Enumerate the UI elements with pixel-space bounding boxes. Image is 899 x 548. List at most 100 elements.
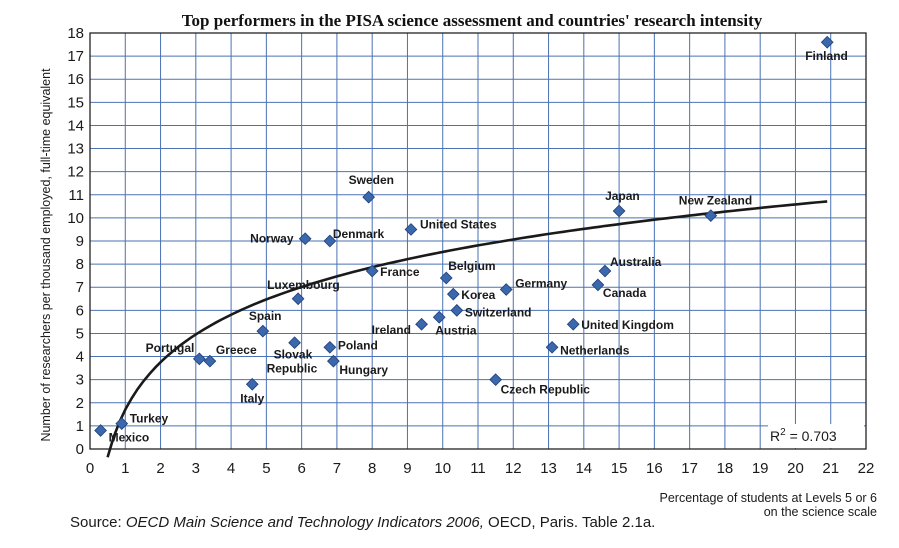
data-label-turkey: Turkey: [130, 412, 169, 426]
x-tick-label: 12: [505, 460, 522, 477]
y-tick-label: 0: [76, 441, 84, 458]
y-tick-label: 18: [67, 25, 84, 42]
data-points: [94, 35, 834, 437]
data-label-denmark: Denmark: [333, 227, 385, 241]
data-label-new-zealand: New Zealand: [679, 194, 752, 208]
x-tick-label: 11: [470, 460, 486, 477]
x-tick-label: 7: [333, 460, 341, 477]
data-label-greece: Greece: [216, 343, 257, 357]
data-label-luxembourg: Luxembourg: [267, 278, 340, 292]
x-axis-label-line1: Percentage of students at Levels 5 or 6: [660, 491, 878, 505]
y-axis-label: Number of researchers per thousand emplo…: [39, 68, 53, 442]
data-label-austria: Austria: [435, 323, 477, 337]
y-tick-label: 17: [67, 48, 84, 65]
data-point-greece: [203, 354, 217, 368]
y-tick-label: 11: [68, 187, 84, 204]
x-tick-label: 9: [403, 460, 411, 477]
r-squared-annotation: R2 = 0.703: [768, 424, 864, 448]
x-tick-label: 1: [121, 460, 129, 477]
data-point-sweden: [362, 190, 376, 204]
data-label-canada: Canada: [603, 286, 647, 300]
data-point-czech-republic: [489, 373, 503, 387]
x-tick-label: 3: [192, 460, 200, 477]
data-point-portugal: [192, 352, 206, 366]
y-tick-label: 6: [76, 302, 84, 319]
data-label-netherlands: Netherlands: [560, 343, 630, 357]
data-label-poland: Poland: [338, 338, 378, 352]
y-tick-label: 7: [76, 279, 84, 296]
data-point-poland: [323, 340, 337, 354]
data-point-mexico: [94, 424, 107, 437]
y-tick-label: 9: [76, 233, 84, 250]
y-tick-label: 16: [67, 71, 84, 88]
data-labels: Mexico Turkey Portugal Greece Italy Spain Slov…: [109, 49, 848, 444]
data-point-new-zealand: [704, 209, 718, 222]
data-point-korea: [446, 287, 460, 301]
y-tick-label: 5: [76, 325, 84, 342]
data-point-canada: [591, 278, 605, 292]
y-tick-label: 15: [67, 94, 84, 111]
x-tick-label: 15: [611, 460, 628, 477]
y-tick-label: 13: [67, 141, 84, 158]
x-tick-label: 2: [156, 460, 164, 477]
y-tick-label: 2: [76, 395, 84, 412]
data-point-netherlands: [545, 340, 559, 354]
axis-ticks: 0 1 2 3 4 5 6 7 8 9 10 11 12 13 14 15 16 17 18 19 20 21 220123…: [67, 25, 874, 477]
data-point-italy: [245, 377, 259, 391]
x-tick-label: 8: [368, 460, 376, 477]
data-label-australia: Australia: [610, 255, 662, 269]
r-squared-label: R2 = 0.703: [770, 427, 837, 444]
data-point-united-kingdom: [566, 317, 580, 331]
data-point-luxembourg: [291, 292, 305, 306]
x-tick-label: 19: [752, 460, 769, 477]
y-tick-label: 3: [76, 372, 84, 389]
data-label-czech-republic: Czech Republic: [501, 383, 591, 397]
data-point-hungary: [327, 354, 340, 368]
data-point-austria: [432, 310, 446, 324]
y-tick-label: 4: [76, 349, 84, 366]
data-label-united-kingdom: United Kingdom: [581, 318, 674, 332]
x-tick-label: 4: [227, 460, 235, 477]
y-tick-label: 10: [67, 210, 84, 227]
x-tick-label: 5: [262, 460, 270, 477]
data-point-spain: [256, 324, 270, 338]
x-tick-label: 13: [540, 460, 557, 477]
x-tick-label: 18: [717, 460, 734, 477]
data-label-korea: Korea: [461, 288, 495, 302]
x-tick-label: 10: [434, 460, 451, 477]
data-point-united-states: [404, 223, 418, 236]
plot-frame: [89, 32, 867, 450]
data-point-france: [365, 264, 379, 278]
data-label-united-states: United States: [420, 217, 497, 231]
data-label-mexico: Mexico: [109, 431, 150, 445]
data-point-australia: [598, 264, 612, 278]
data-label-switzerland: Switzerland: [465, 305, 532, 319]
data-point-ireland: [415, 317, 428, 331]
data-label-germany: Germany: [515, 277, 567, 291]
source-note: Source: OECD Main Science and Technology…: [70, 514, 656, 531]
data-label-ireland: Ireland: [372, 323, 411, 337]
data-label-sweden: Sweden: [349, 173, 394, 187]
data-label-spain: Spain: [249, 309, 282, 323]
data-point-finland: [820, 35, 834, 49]
x-tick-label: 14: [575, 460, 592, 477]
data-point-slovak-republic: [288, 336, 301, 350]
data-point-japan: [612, 204, 626, 218]
data-label-hungary: Hungary: [339, 363, 388, 377]
data-label-portugal: Portugal: [146, 341, 195, 355]
x-tick-label: 20: [787, 460, 804, 477]
x-tick-label: 17: [681, 460, 698, 477]
data-point-norway: [298, 232, 312, 246]
data-label-italy: Italy: [240, 391, 264, 405]
x-tick-label: 22: [858, 460, 875, 477]
x-axis-label-line2: on the science scale: [764, 505, 877, 519]
data-point-turkey: [115, 417, 129, 430]
data-point-switzerland: [450, 303, 464, 317]
data-label-finland: Finland: [805, 49, 848, 63]
x-tick-label: 16: [646, 460, 663, 477]
data-point-denmark: [323, 234, 337, 248]
data-point-germany: [499, 283, 513, 296]
data-label-france: France: [380, 265, 420, 279]
chart-title: Top performers in the PISA science asses…: [182, 11, 763, 30]
y-tick-label: 1: [76, 418, 84, 435]
